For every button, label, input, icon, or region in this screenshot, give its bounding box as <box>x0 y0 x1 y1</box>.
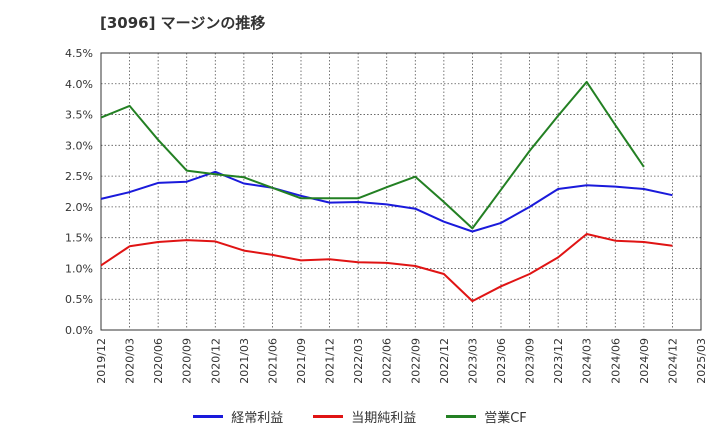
plot-frame <box>100 52 702 331</box>
series-line-営業CF <box>100 80 645 230</box>
x-tick-label: 2023/09 <box>524 338 537 384</box>
y-tick-label: 4.5% <box>65 47 93 60</box>
x-tick-label: 2023/03 <box>466 338 479 384</box>
x-tick-label: 2024/12 <box>666 338 679 384</box>
series-layer <box>100 80 673 303</box>
x-tick-label: 2020/12 <box>209 338 222 384</box>
grid-layer <box>100 52 702 331</box>
x-tick-label: 2023/12 <box>552 338 565 384</box>
y-tick-label: 2.5% <box>65 170 93 183</box>
x-tick-label: 2020/09 <box>181 338 194 384</box>
x-tick-label: 2020/06 <box>152 338 165 384</box>
x-tick-label: 2019/12 <box>95 338 108 384</box>
legend-label: 当期純利益 <box>351 410 417 426</box>
x-tick-label: 2021/09 <box>295 338 308 384</box>
series-line-当期純利益 <box>100 233 673 303</box>
x-tick-label: 2023/06 <box>495 338 508 384</box>
x-tick-label: 2024/06 <box>609 338 622 384</box>
y-tick-label: 2.0% <box>65 201 93 214</box>
y-tick-label: 3.5% <box>65 109 93 122</box>
x-tick-label: 2020/03 <box>124 338 137 384</box>
y-tick-label: 3.0% <box>65 139 93 152</box>
x-tick-label: 2024/09 <box>638 338 651 384</box>
y-tick-label: 0.5% <box>65 293 93 306</box>
y-tick-label: 1.0% <box>65 262 93 275</box>
x-tick-label: 2021/03 <box>238 338 251 384</box>
axis-layer: 0.0% 0.5% 1.0% 1.5% 2.0% 2.5% 3.0% 3.5% 4.0% 4.5%… <box>65 47 708 384</box>
legend-item: 経常利益 <box>193 407 283 426</box>
legend-label: 営業CF <box>484 410 527 426</box>
chart-title: [3096] マージンの推移 <box>100 14 266 32</box>
x-tick-label: 2024/03 <box>581 338 594 384</box>
x-tick-label: 2025/03 <box>695 338 708 384</box>
legend-label: 経常利益 <box>231 410 284 426</box>
legend: 経常利益 当期純利益 営業CF <box>0 405 720 427</box>
x-tick-label: 2022/12 <box>438 338 451 384</box>
y-tick-label: 4.0% <box>65 78 93 91</box>
x-tick-label: 2022/09 <box>409 338 422 384</box>
legend-item: 当期純利益 <box>313 407 416 426</box>
legend-swatch <box>193 414 224 418</box>
x-tick-label: 2021/06 <box>266 338 279 384</box>
plot-background <box>101 53 701 330</box>
series-line-経常利益 <box>100 170 673 233</box>
y-tick-label: 1.5% <box>65 232 93 245</box>
legend-swatch <box>313 414 344 418</box>
x-tick-label: 2022/06 <box>381 338 394 384</box>
x-tick-label: 2021/12 <box>324 338 337 384</box>
x-tick-label: 2022/03 <box>352 338 365 384</box>
legend-swatch <box>446 414 477 418</box>
y-tick-label: 0.0% <box>65 324 93 337</box>
legend-item: 営業CF <box>446 407 527 426</box>
